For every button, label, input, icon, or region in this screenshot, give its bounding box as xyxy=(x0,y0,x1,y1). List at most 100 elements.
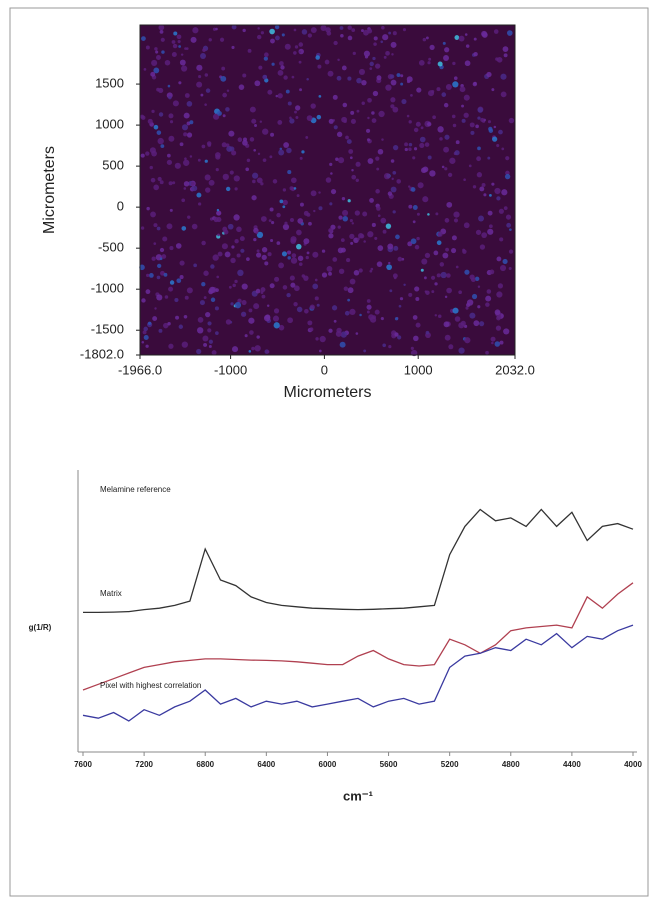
pixel xyxy=(422,37,427,42)
pixel xyxy=(372,315,377,320)
pixel xyxy=(254,345,261,352)
pixel xyxy=(347,287,354,294)
pixel xyxy=(192,27,199,34)
pixel xyxy=(256,231,264,239)
pixel xyxy=(503,206,508,211)
pixel xyxy=(333,125,338,130)
pixel xyxy=(159,247,165,253)
pixel xyxy=(485,302,490,307)
pixel xyxy=(356,109,360,113)
pixel xyxy=(213,216,219,223)
pixel xyxy=(173,31,178,36)
pixel xyxy=(392,106,399,113)
pixel xyxy=(169,120,174,124)
pixel xyxy=(442,41,446,45)
pixel xyxy=(183,112,190,119)
pixel xyxy=(166,223,173,230)
pixel xyxy=(390,104,395,109)
y-tick-label: 1500 xyxy=(95,76,124,91)
pixel xyxy=(496,196,501,201)
pixel xyxy=(204,73,209,77)
pixel xyxy=(385,223,392,229)
pixel xyxy=(156,275,161,280)
pixel xyxy=(234,279,238,284)
pixel xyxy=(431,290,435,294)
pixel xyxy=(494,309,501,316)
pixel xyxy=(233,214,240,221)
pixel xyxy=(261,294,266,299)
pixel xyxy=(211,350,217,356)
pixel xyxy=(390,97,396,103)
pixel xyxy=(228,130,235,137)
pixel xyxy=(336,327,342,334)
pixel xyxy=(381,138,384,141)
pixel xyxy=(156,226,161,231)
pixel xyxy=(204,103,207,106)
pixel xyxy=(364,55,369,59)
pixel xyxy=(498,208,504,214)
pixel xyxy=(279,199,284,204)
pixel xyxy=(366,310,370,314)
pixel xyxy=(447,172,453,178)
pixel xyxy=(501,147,505,151)
pixel xyxy=(255,231,259,234)
pixel xyxy=(256,252,262,258)
pixel xyxy=(207,328,212,333)
pixel xyxy=(140,226,145,230)
pixel xyxy=(489,269,495,275)
pixel xyxy=(301,29,308,35)
pixel xyxy=(237,137,243,143)
pixel xyxy=(413,127,419,133)
pixel xyxy=(424,276,427,280)
pixel xyxy=(217,111,222,116)
pixel xyxy=(231,245,235,249)
pixel xyxy=(377,245,384,251)
pixel xyxy=(361,29,364,33)
pixel xyxy=(316,303,320,307)
pixel xyxy=(350,241,354,245)
pixel xyxy=(321,249,326,253)
pixel xyxy=(434,314,438,317)
pixel xyxy=(396,73,401,78)
pixel xyxy=(435,212,439,216)
pixel xyxy=(201,282,206,287)
pixel xyxy=(140,114,145,119)
y-tick-label: 500 xyxy=(102,158,124,173)
pixel xyxy=(376,206,381,211)
pixel xyxy=(343,286,349,291)
pixel xyxy=(223,229,229,235)
pixel xyxy=(450,247,457,254)
pixel xyxy=(241,283,248,290)
pixel xyxy=(215,27,218,31)
pixel xyxy=(295,105,301,111)
pixel xyxy=(355,178,359,182)
pixel xyxy=(172,181,176,185)
pixel xyxy=(153,124,159,130)
pixel xyxy=(229,170,234,175)
x-tick-label: 4000 xyxy=(624,760,642,769)
pixel xyxy=(269,283,275,289)
pixel xyxy=(208,339,213,344)
pixel xyxy=(186,287,193,294)
pixel xyxy=(352,51,356,56)
pixel xyxy=(473,37,477,41)
pixel xyxy=(318,349,322,353)
pixel xyxy=(231,150,237,156)
pixel xyxy=(340,34,344,38)
pixel xyxy=(222,92,227,98)
pixel xyxy=(492,136,498,142)
pixel xyxy=(338,268,345,275)
map-border xyxy=(139,24,516,356)
pixel xyxy=(287,170,292,175)
pixel xyxy=(319,335,326,343)
pixel xyxy=(178,45,182,48)
pixel xyxy=(375,63,381,69)
pixel xyxy=(246,158,251,163)
pixel xyxy=(167,84,171,88)
pixel xyxy=(293,187,297,190)
pixel xyxy=(180,65,188,72)
pixel xyxy=(437,126,444,133)
pixel xyxy=(167,322,171,326)
pixel xyxy=(314,296,319,301)
